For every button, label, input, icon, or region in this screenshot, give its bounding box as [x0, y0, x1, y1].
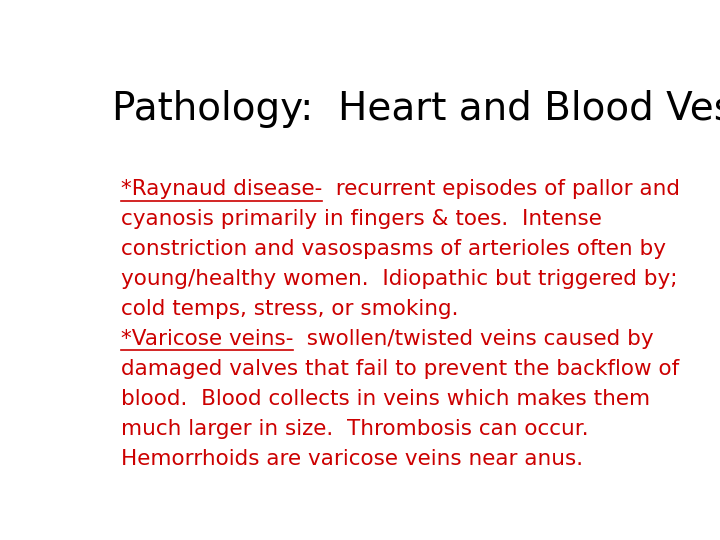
Text: Hemorrhoids are varicose veins near anus.: Hemorrhoids are varicose veins near anus… — [121, 449, 582, 469]
Text: constriction and vasospasms of arterioles often by: constriction and vasospasms of arteriole… — [121, 239, 666, 259]
Text: blood.  Blood collects in veins which makes them: blood. Blood collects in veins which mak… — [121, 389, 650, 409]
Text: damaged valves that fail to prevent the backflow of: damaged valves that fail to prevent the … — [121, 359, 679, 379]
Text: recurrent episodes of pallor and: recurrent episodes of pallor and — [322, 179, 680, 199]
Text: much larger in size.  Thrombosis can occur.: much larger in size. Thrombosis can occu… — [121, 418, 588, 438]
Text: *Varicose veins-: *Varicose veins- — [121, 329, 293, 349]
Text: Pathology:  Heart and Blood Vessels: Pathology: Heart and Blood Vessels — [112, 90, 720, 128]
Text: *Raynaud disease-: *Raynaud disease- — [121, 179, 322, 199]
Text: cyanosis primarily in fingers & toes.  Intense: cyanosis primarily in fingers & toes. In… — [121, 209, 602, 229]
Text: young/healthy women.  Idiopathic but triggered by;: young/healthy women. Idiopathic but trig… — [121, 269, 678, 289]
Text: swollen/twisted veins caused by: swollen/twisted veins caused by — [293, 329, 654, 349]
Text: cold temps, stress, or smoking.: cold temps, stress, or smoking. — [121, 299, 458, 319]
